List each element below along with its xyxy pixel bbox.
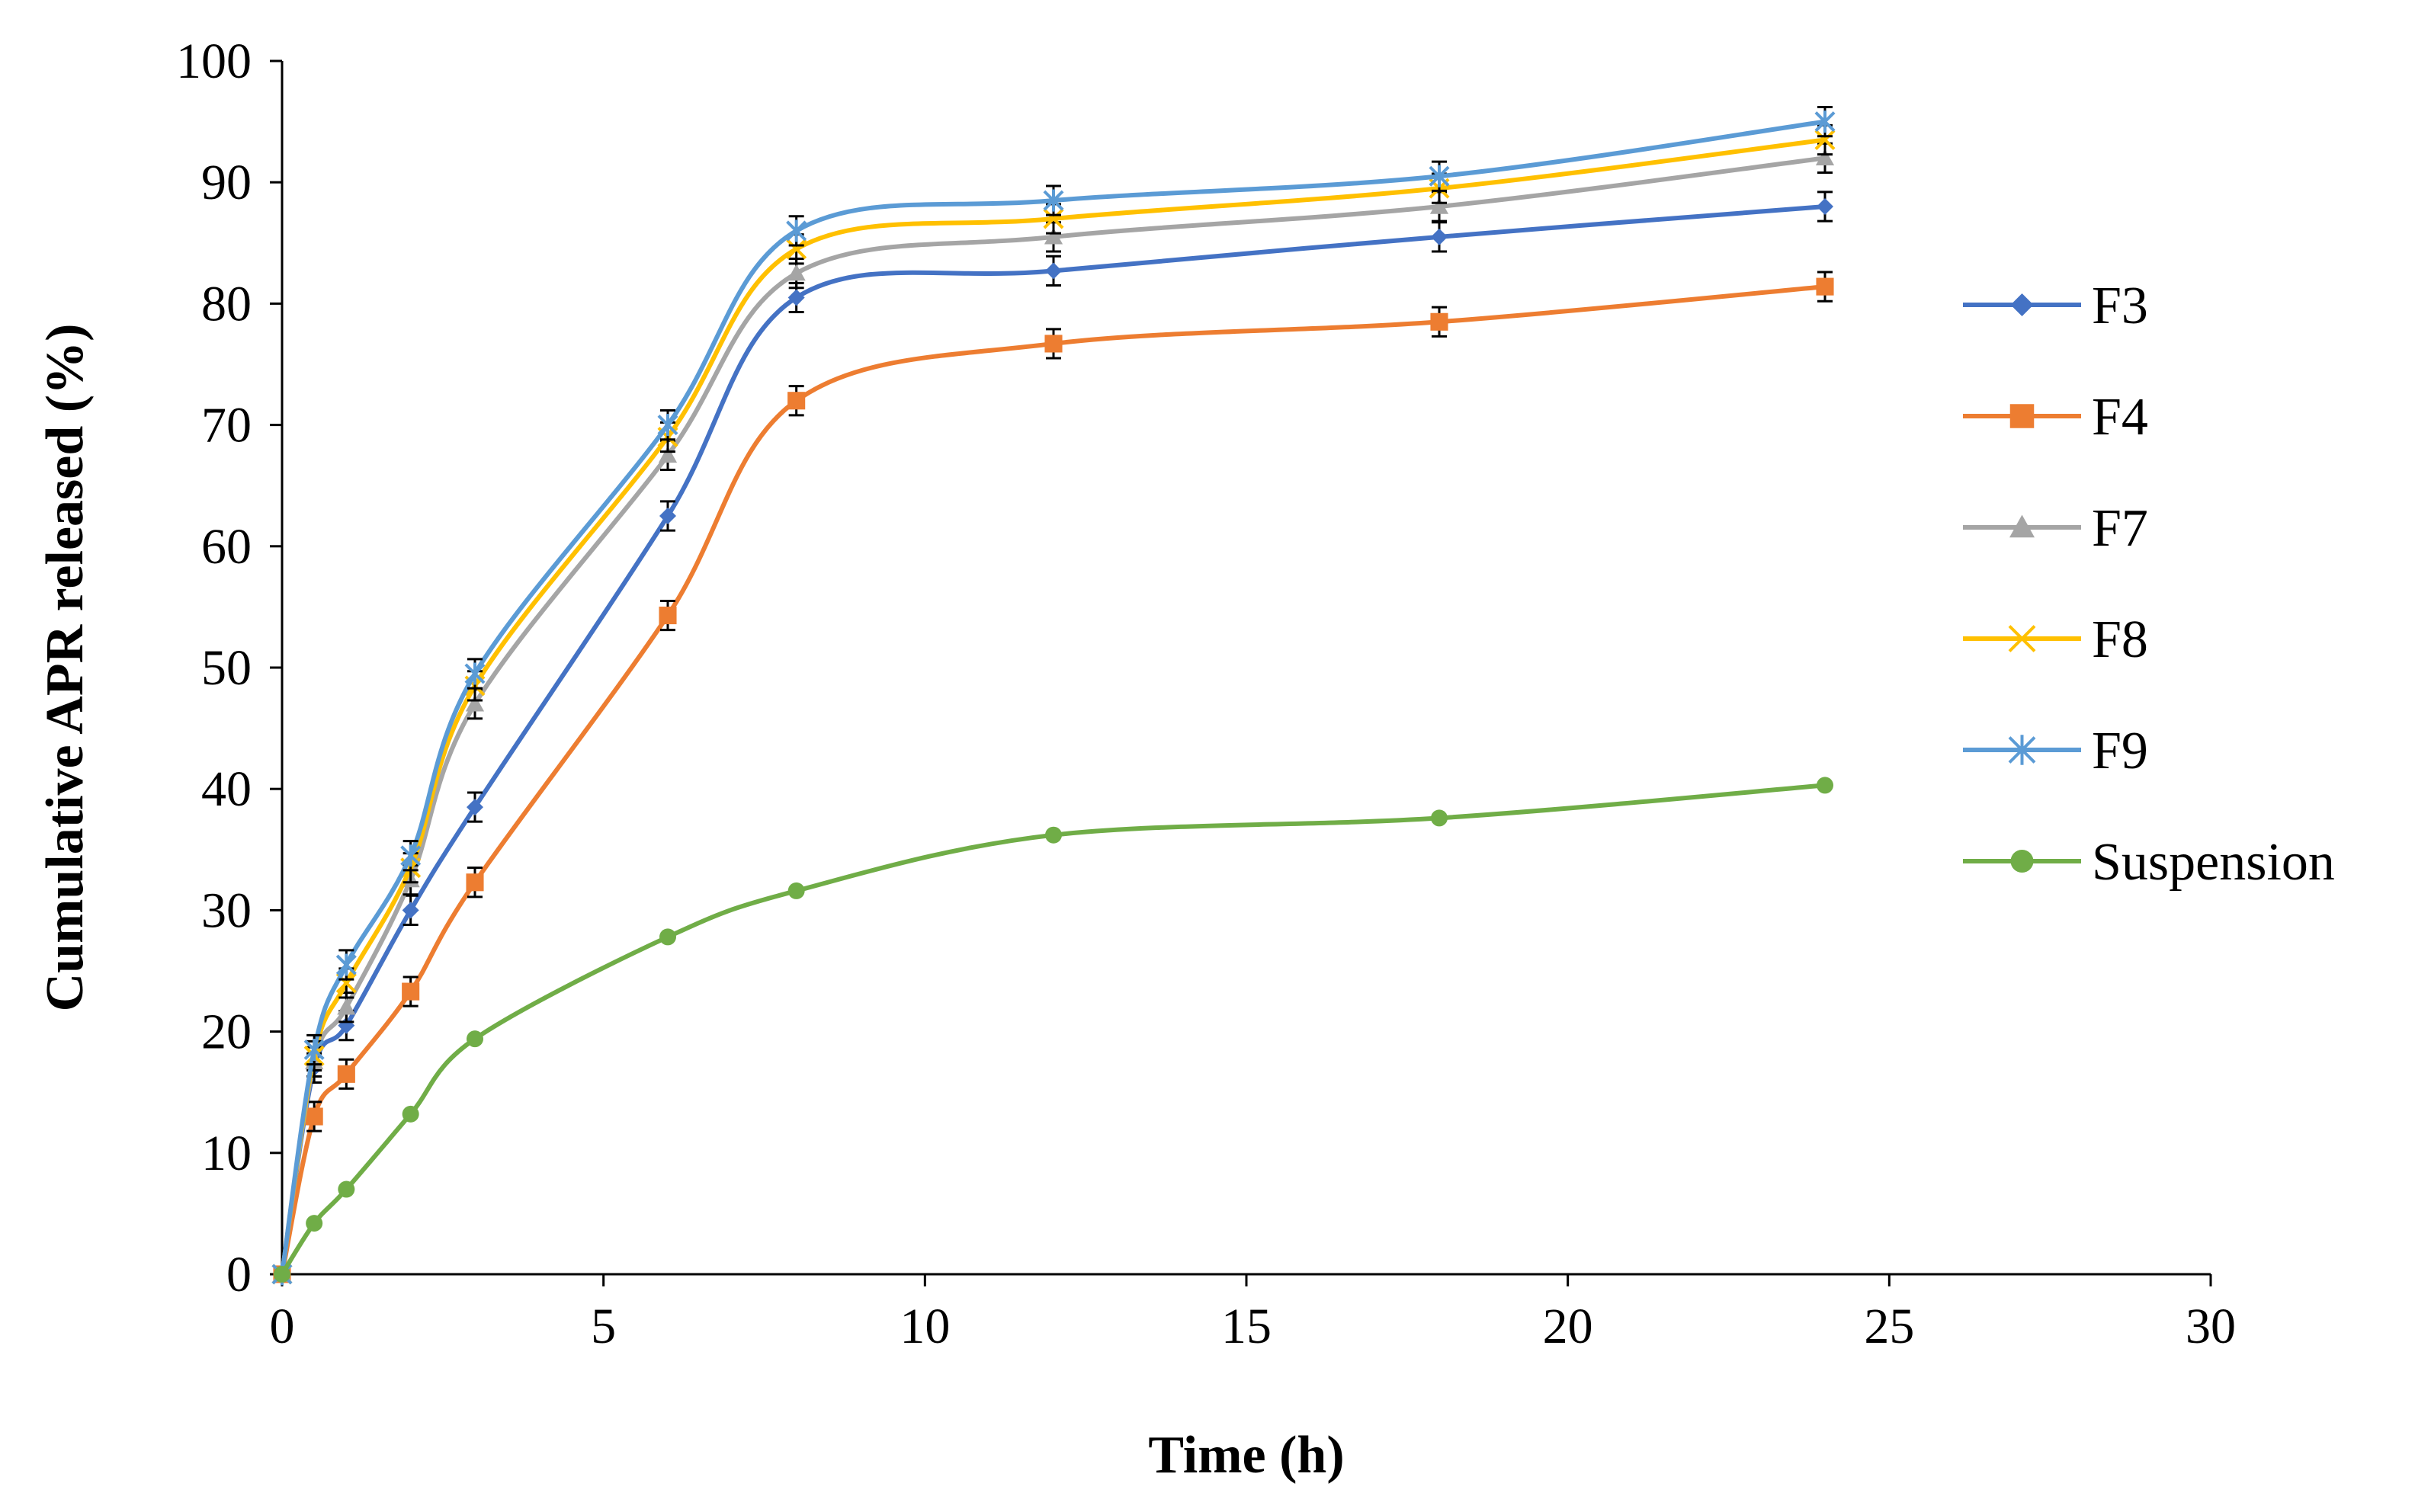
x-tick-label: 25 <box>1864 1299 1914 1354</box>
legend-label: F7 <box>2092 499 2148 558</box>
y-tick-label: 100 <box>176 34 252 89</box>
y-tick-label: 80 <box>201 276 252 332</box>
data-point <box>402 1105 419 1123</box>
series-f8 <box>271 123 1836 1285</box>
data-point <box>1431 228 1448 245</box>
data-point <box>337 1065 355 1083</box>
legend-marker <box>2009 514 2035 538</box>
data-point <box>1044 335 1063 353</box>
data-point <box>402 902 419 919</box>
data-point <box>1817 777 1833 794</box>
axes: 0 10 20 30 40 50 60 70 80 90 100 0 5 10 15 20 25 30 <box>176 34 2236 1354</box>
data-point <box>1044 227 1063 245</box>
series-f3 <box>274 191 1833 1283</box>
legend-marker <box>2008 735 2036 765</box>
series-line <box>280 155 1826 1275</box>
series-f7 <box>272 142 1835 1282</box>
data-point <box>467 799 483 816</box>
data-point <box>1816 277 1834 296</box>
legend-item-f9: F9 <box>1963 722 2148 780</box>
x-tick-label: 30 <box>2186 1299 2236 1354</box>
y-tick-label: 60 <box>201 519 252 575</box>
x-tick-label: 0 <box>270 1299 295 1354</box>
legend-label: F8 <box>2092 610 2148 669</box>
data-point <box>306 1215 323 1232</box>
data-point <box>402 982 420 1001</box>
data-point <box>1043 189 1064 212</box>
y-tick-label: 50 <box>201 640 252 696</box>
legend-marker <box>2010 850 2034 873</box>
data-point <box>335 953 357 976</box>
y-tick-label: 90 <box>201 155 252 210</box>
legend: F3 F4 F7 F8 F9 Suspension <box>1963 277 2335 892</box>
data-point <box>1043 208 1064 229</box>
x-tick-label: 10 <box>900 1299 950 1354</box>
data-point <box>1430 312 1448 331</box>
series-suspension <box>274 777 1833 1283</box>
series-f4 <box>273 271 1834 1283</box>
legend-label: F9 <box>2092 722 2148 780</box>
legend-item-f3: F3 <box>1963 277 2148 335</box>
data-point <box>787 882 805 899</box>
data-point <box>467 1030 483 1048</box>
legend-item-f8: F8 <box>1963 610 2148 669</box>
data-point <box>1429 197 1449 214</box>
data-point <box>1815 149 1835 166</box>
x-tick-label: 5 <box>591 1299 616 1354</box>
data-point <box>1431 809 1448 827</box>
legend-label: F3 <box>2092 277 2148 335</box>
data-point <box>465 694 485 712</box>
legend-marker <box>2009 404 2035 428</box>
data-point <box>274 1266 290 1283</box>
data-point <box>337 998 356 1015</box>
data-point <box>658 446 678 463</box>
x-tick-label: 20 <box>1543 1299 1593 1354</box>
data-point <box>1045 826 1062 844</box>
y-tick-label: 10 <box>201 1126 252 1181</box>
data-point <box>466 873 484 892</box>
data-point <box>305 1107 323 1126</box>
data-point <box>787 392 806 410</box>
data-point <box>786 219 807 242</box>
data-point <box>659 606 677 625</box>
y-tick-label: 70 <box>201 398 252 453</box>
data-point <box>786 239 807 260</box>
legend-marker <box>2008 625 2036 652</box>
data-point <box>657 414 678 437</box>
legend-item-f7: F7 <box>1963 499 2148 558</box>
data-point <box>1429 165 1450 187</box>
y-tick-label: 0 <box>226 1247 252 1302</box>
series-f9 <box>271 105 1836 1286</box>
x-tick-label: 15 <box>1221 1299 1272 1354</box>
y-axis-title: Cumulative APR released (%) <box>36 324 95 1012</box>
y-tick-label: 30 <box>201 883 252 938</box>
legend-marker <box>2010 293 2034 316</box>
data-point <box>400 844 422 867</box>
x-axis-title: Time (h) <box>1148 1426 1344 1485</box>
series-line <box>280 119 1826 1275</box>
series-line <box>280 783 1826 1276</box>
series-line <box>280 284 1826 1275</box>
data-point <box>1814 111 1836 133</box>
data-point <box>659 508 676 524</box>
data-point <box>1814 129 1836 150</box>
legend-label: Suspension <box>2092 833 2335 892</box>
data-point <box>1045 262 1062 280</box>
data-point <box>1817 198 1833 216</box>
legend-item-f4: F4 <box>1963 388 2148 447</box>
y-tick-label: 40 <box>201 761 252 817</box>
series-layer <box>271 105 1836 1286</box>
legend-item-suspension: Suspension <box>1963 833 2335 892</box>
data-point <box>464 662 486 685</box>
data-point <box>787 264 806 281</box>
data-point <box>787 289 805 306</box>
data-point <box>303 1038 325 1061</box>
legend-label: F4 <box>2092 388 2148 447</box>
series-line <box>280 204 1826 1275</box>
y-tick-label: 20 <box>201 1004 252 1060</box>
data-point <box>338 1180 355 1198</box>
data-point <box>659 928 676 946</box>
